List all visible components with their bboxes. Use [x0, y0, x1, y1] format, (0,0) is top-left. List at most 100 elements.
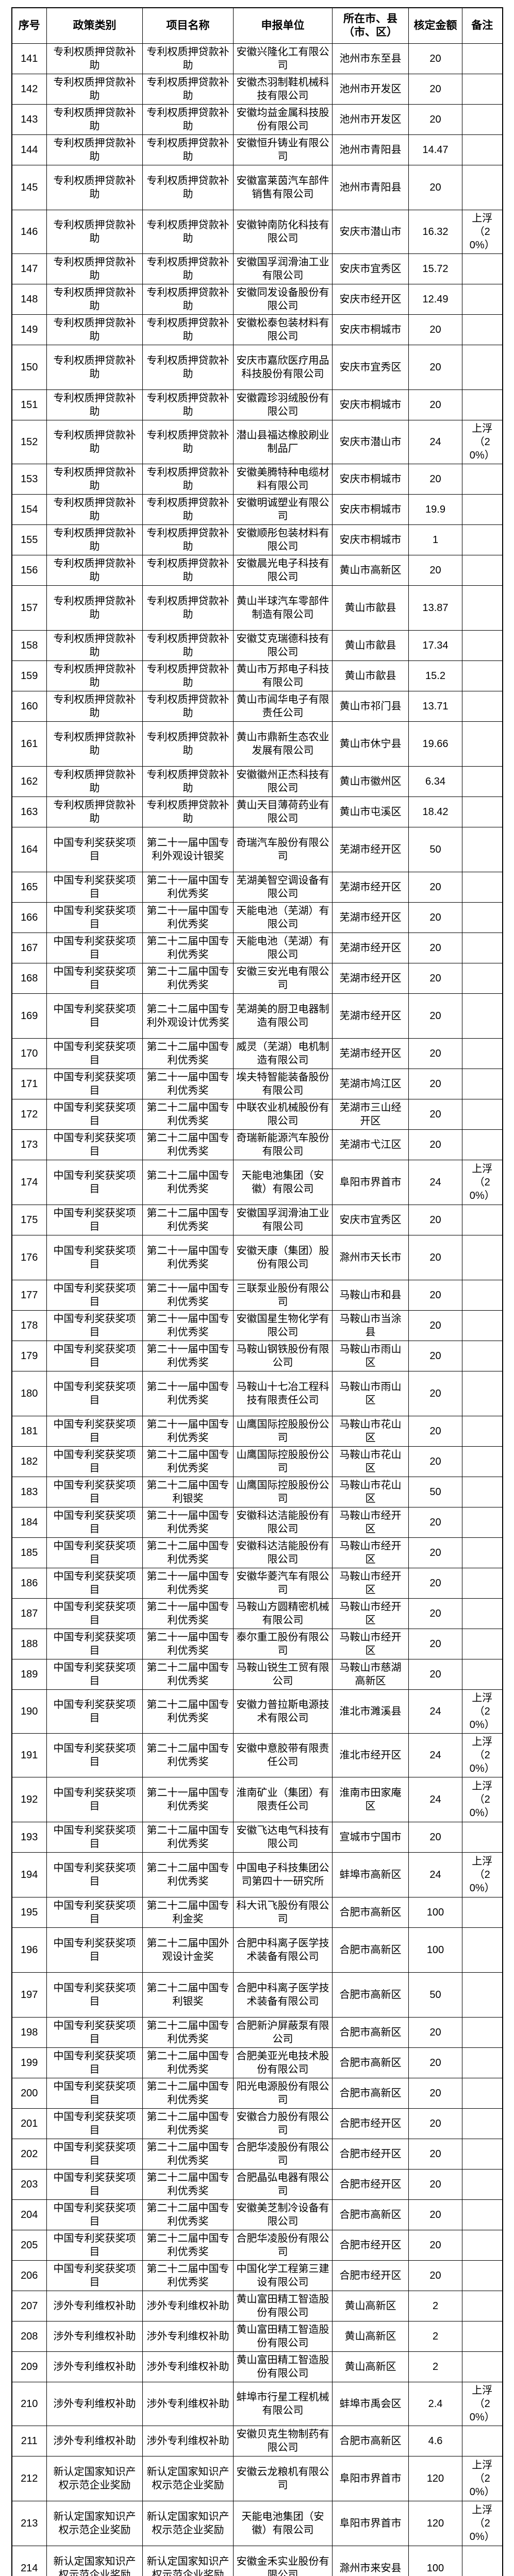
- cell-approved-amount: 50: [409, 1973, 462, 2018]
- table-row: 160 专利权质押贷款补助 专利权质押贷款补助 黄山市阊华电子有限责任公司 黄山…: [12, 691, 503, 722]
- cell-note: [462, 1447, 503, 1477]
- cell-seq: 184: [12, 1507, 47, 1538]
- cell-location: 蚌埠市禹会区: [333, 2382, 409, 2426]
- cell-seq: 189: [12, 1659, 47, 1690]
- cell-project-name: 专利权质押贷款补助: [143, 555, 234, 586]
- cell-applicant-unit: 安徽科达洁能股份有限公司: [234, 1538, 333, 1568]
- cell-project-name: 专利权质押贷款补助: [143, 586, 234, 631]
- cell-applicant-unit: 安徽力普拉斯电源技术有限公司: [234, 1690, 333, 1734]
- cell-project-name: 第二十二届中国专利优秀奖: [143, 2018, 234, 2048]
- cell-seq: 171: [12, 1069, 47, 1099]
- cell-policy-category: 中国专利奖获奖项目: [47, 963, 143, 994]
- table-row: 154 专利权质押贷款补助 专利权质押贷款补助 安徽明诚塑业有限公司 安庆市桐城…: [12, 495, 503, 525]
- cell-location: 安庆市桐城市: [333, 315, 409, 345]
- cell-note: [462, 2018, 503, 2048]
- table-row: 173 中国专利奖获奖项目 第二十二届中国专利优秀奖 奇瑞新能源汽车股份有限公司…: [12, 1130, 503, 1160]
- cell-note: [462, 903, 503, 933]
- cell-seq: 182: [12, 1447, 47, 1477]
- cell-applicant-unit: 三联泵业股份有限公司: [234, 1280, 333, 1311]
- cell-applicant-unit: 淮南矿业（集团）有限责任公司: [234, 1777, 333, 1822]
- cell-location: 蚌埠市高新区: [333, 1853, 409, 1897]
- cell-seq: 153: [12, 464, 47, 495]
- cell-approved-amount: 20: [409, 44, 462, 74]
- cell-seq: 180: [12, 1371, 47, 1416]
- cell-applicant-unit: 黄山天目薄荷药业有限公司: [234, 797, 333, 827]
- cell-note: [462, 1416, 503, 1447]
- table-row: 152 专利权质押贷款补助 专利权质押贷款补助 潜山县福达橡胶刷业制品厂 安庆市…: [12, 420, 503, 464]
- cell-location: 马鞍山市经开区: [333, 1629, 409, 1659]
- cell-project-name: 专利权质押贷款补助: [143, 390, 234, 420]
- cell-location: 黄山市屯溪区: [333, 797, 409, 827]
- table-row: 190 中国专利奖获奖项目 第二十二届中国专利优秀奖 安徽力普拉斯电源技术有限公…: [12, 1690, 503, 1734]
- cell-location: 合肥市经开区: [333, 2109, 409, 2139]
- cell-project-name: 第二十一届中国专利优秀奖: [143, 872, 234, 903]
- cell-seq: 155: [12, 525, 47, 555]
- cell-location: 马鞍山市经开区: [333, 1538, 409, 1568]
- cell-seq: 188: [12, 1629, 47, 1659]
- cell-approved-amount: 20: [409, 872, 462, 903]
- cell-note: [462, 1897, 503, 1928]
- cell-approved-amount: 20: [409, 1568, 462, 1599]
- cell-policy-category: 中国专利奖获奖项目: [47, 1280, 143, 1311]
- cell-policy-category: 新认定国家知识产权示范企业奖励: [47, 2546, 143, 2576]
- cell-project-name: 第二十二届中国专利外观设计优秀奖: [143, 994, 234, 1039]
- cell-seq: 207: [12, 2291, 47, 2321]
- cell-project-name: 专利权质押贷款补助: [143, 165, 234, 210]
- cell-location: 淮南市田家庵区: [333, 1777, 409, 1822]
- table-row: 153 专利权质押贷款补助 专利权质押贷款补助 安徽美腾特种电缆材料有限公司 安…: [12, 464, 503, 495]
- cell-seq: 194: [12, 1853, 47, 1897]
- cell-location: 黄山高新区: [333, 2352, 409, 2382]
- cell-note: [462, 2170, 503, 2200]
- cell-seq: 200: [12, 2078, 47, 2109]
- cell-approved-amount: 20: [409, 963, 462, 994]
- cell-applicant-unit: 安徽晨光电子科技有限公司: [234, 555, 333, 586]
- header-cell-seq: 序号: [12, 8, 47, 44]
- cell-policy-category: 中国专利奖获奖项目: [47, 2109, 143, 2139]
- table-row: 210 涉外专利维权补助 涉外专利维权补助 蚌埠市行星工程机械有限公司 蚌埠市禹…: [12, 2382, 503, 2426]
- cell-location: 滁州市天长市: [333, 1235, 409, 1280]
- cell-applicant-unit: 黄山市鼎新生态农业发展有限公司: [234, 722, 333, 767]
- cell-location: 合肥市高新区: [333, 2200, 409, 2230]
- cell-applicant-unit: 阳光电源股份有限公司: [234, 2078, 333, 2109]
- cell-policy-category: 专利权质押贷款补助: [47, 390, 143, 420]
- cell-location: 芜湖市经开区: [333, 827, 409, 872]
- cell-project-name: 专利权质押贷款补助: [143, 767, 234, 797]
- cell-note: [462, 797, 503, 827]
- table-row: 175 中国专利奖获奖项目 第二十二届中国专利优秀奖 安徽国孚润滑油工业有限公司…: [12, 1205, 503, 1235]
- cell-approved-amount: 20: [409, 464, 462, 495]
- cell-applicant-unit: 马鞍山方圆精密机械有限公司: [234, 1599, 333, 1629]
- cell-applicant-unit: 安徽杰羽制鞋机械科技有限公司: [234, 74, 333, 105]
- cell-project-name: 第二十二届中国专利优秀奖: [143, 1538, 234, 1568]
- cell-policy-category: 涉外专利维权补助: [47, 2382, 143, 2426]
- cell-project-name: 第二十一届中国专利优秀奖: [143, 1629, 234, 1659]
- cell-location: 马鞍山市经开区: [333, 1568, 409, 1599]
- cell-note: [462, 1659, 503, 1690]
- cell-applicant-unit: 黄山富田精工智造股份有限公司: [234, 2352, 333, 2382]
- cell-note: [462, 2139, 503, 2170]
- table-row: 205 中国专利奖获奖项目 第二十二届中国专利优秀奖 合肥华凌股份有限公司 合肥…: [12, 2230, 503, 2261]
- header-cell-category: 政策类别: [47, 8, 143, 44]
- cell-project-name: 第二十二届中国外观设计金奖: [143, 1928, 234, 1973]
- cell-note: [462, 1822, 503, 1853]
- cell-location: 合肥市高新区: [333, 2048, 409, 2078]
- cell-approved-amount: 20: [409, 2230, 462, 2261]
- cell-location: 黄山市高新区: [333, 555, 409, 586]
- cell-policy-category: 中国专利奖获奖项目: [47, 1039, 143, 1069]
- cell-applicant-unit: 马鞍山锐生工贸有限公司: [234, 1659, 333, 1690]
- cell-policy-category: 中国专利奖获奖项目: [47, 2078, 143, 2109]
- cell-policy-category: 中国专利奖获奖项目: [47, 2170, 143, 2200]
- cell-approved-amount: 6.34: [409, 767, 462, 797]
- cell-approved-amount: 20: [409, 2048, 462, 2078]
- header-cell-note: 备注: [462, 8, 503, 44]
- table-row: 167 中国专利奖获奖项目 第二十二届中国专利优秀奖 天能电池（芜湖）有限公司 …: [12, 933, 503, 963]
- cell-policy-category: 专利权质押贷款补助: [47, 767, 143, 797]
- cell-project-name: 第二十二届中国专利优秀奖: [143, 2170, 234, 2200]
- cell-approved-amount: 13.87: [409, 586, 462, 631]
- cell-note: [462, 767, 503, 797]
- cell-project-name: 第二十一届中国专利优秀奖: [143, 1341, 234, 1371]
- cell-applicant-unit: 威灵（芜湖）电机制造有限公司: [234, 1039, 333, 1069]
- cell-project-name: 专利权质押贷款补助: [143, 210, 234, 254]
- cell-applicant-unit: 天能电池（芜湖）有限公司: [234, 903, 333, 933]
- cell-policy-category: 专利权质押贷款补助: [47, 315, 143, 345]
- cell-project-name: 第二十一届中国专利优秀奖: [143, 1280, 234, 1311]
